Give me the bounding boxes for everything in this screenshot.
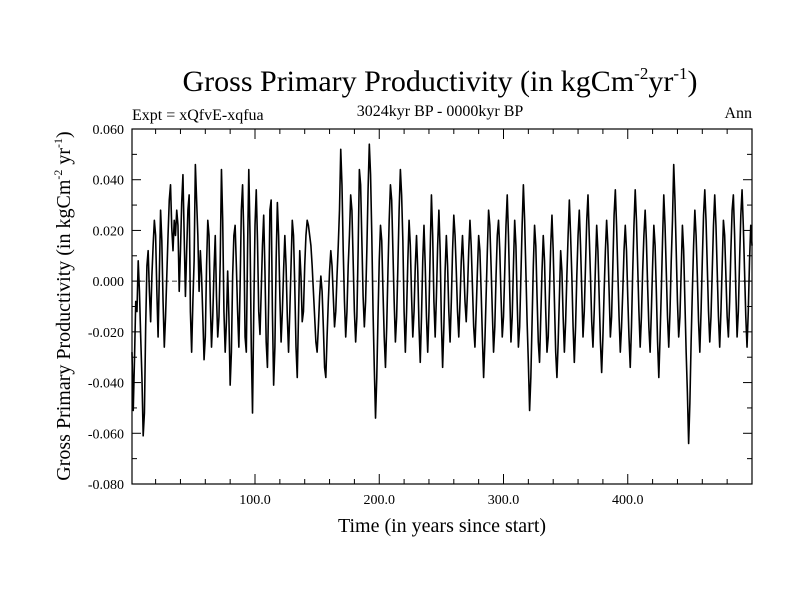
y-tick-label: -0.020 — [88, 326, 124, 341]
y-tick-label: -0.080 — [88, 478, 124, 493]
y-tick-label: 0.000 — [93, 275, 125, 290]
x-axis: 100.0 200.0 300.0 400.0 — [155, 129, 728, 508]
x-tick-label: 300.0 — [488, 493, 520, 508]
x-tick-label: 400.0 — [612, 493, 644, 508]
plot-frame — [131, 128, 753, 485]
y-axis: -0.080 -0.060 -0.040 -0.020 0.000 0.020 0.040 0… — [88, 123, 752, 493]
y-tick-label: -0.060 — [88, 427, 124, 442]
subtitle-experiment: Expt = xQfvE-xqfua — [132, 107, 264, 124]
chart-title: Gross Primary Productivity (in kgCm-2yr-… — [183, 64, 698, 98]
x-tick-label: 100.0 — [239, 493, 271, 508]
y-tick-label: 0.040 — [93, 174, 125, 189]
subtitle-season: Ann — [724, 105, 752, 122]
x-axis-label: Time (in years since start) — [338, 515, 546, 537]
y-tick-label: 0.020 — [93, 224, 125, 239]
y-tick-label: -0.040 — [88, 377, 124, 392]
x-tick-label: 200.0 — [364, 493, 396, 508]
y-axis-label: Gross Primary Productivity (in kgCm-2 yr… — [51, 131, 75, 480]
subtitle-time-range: 3024kyr BP - 0000kyr BP — [357, 103, 524, 120]
series-line — [131, 143, 753, 445]
y-tick-label: 0.060 — [93, 123, 125, 138]
